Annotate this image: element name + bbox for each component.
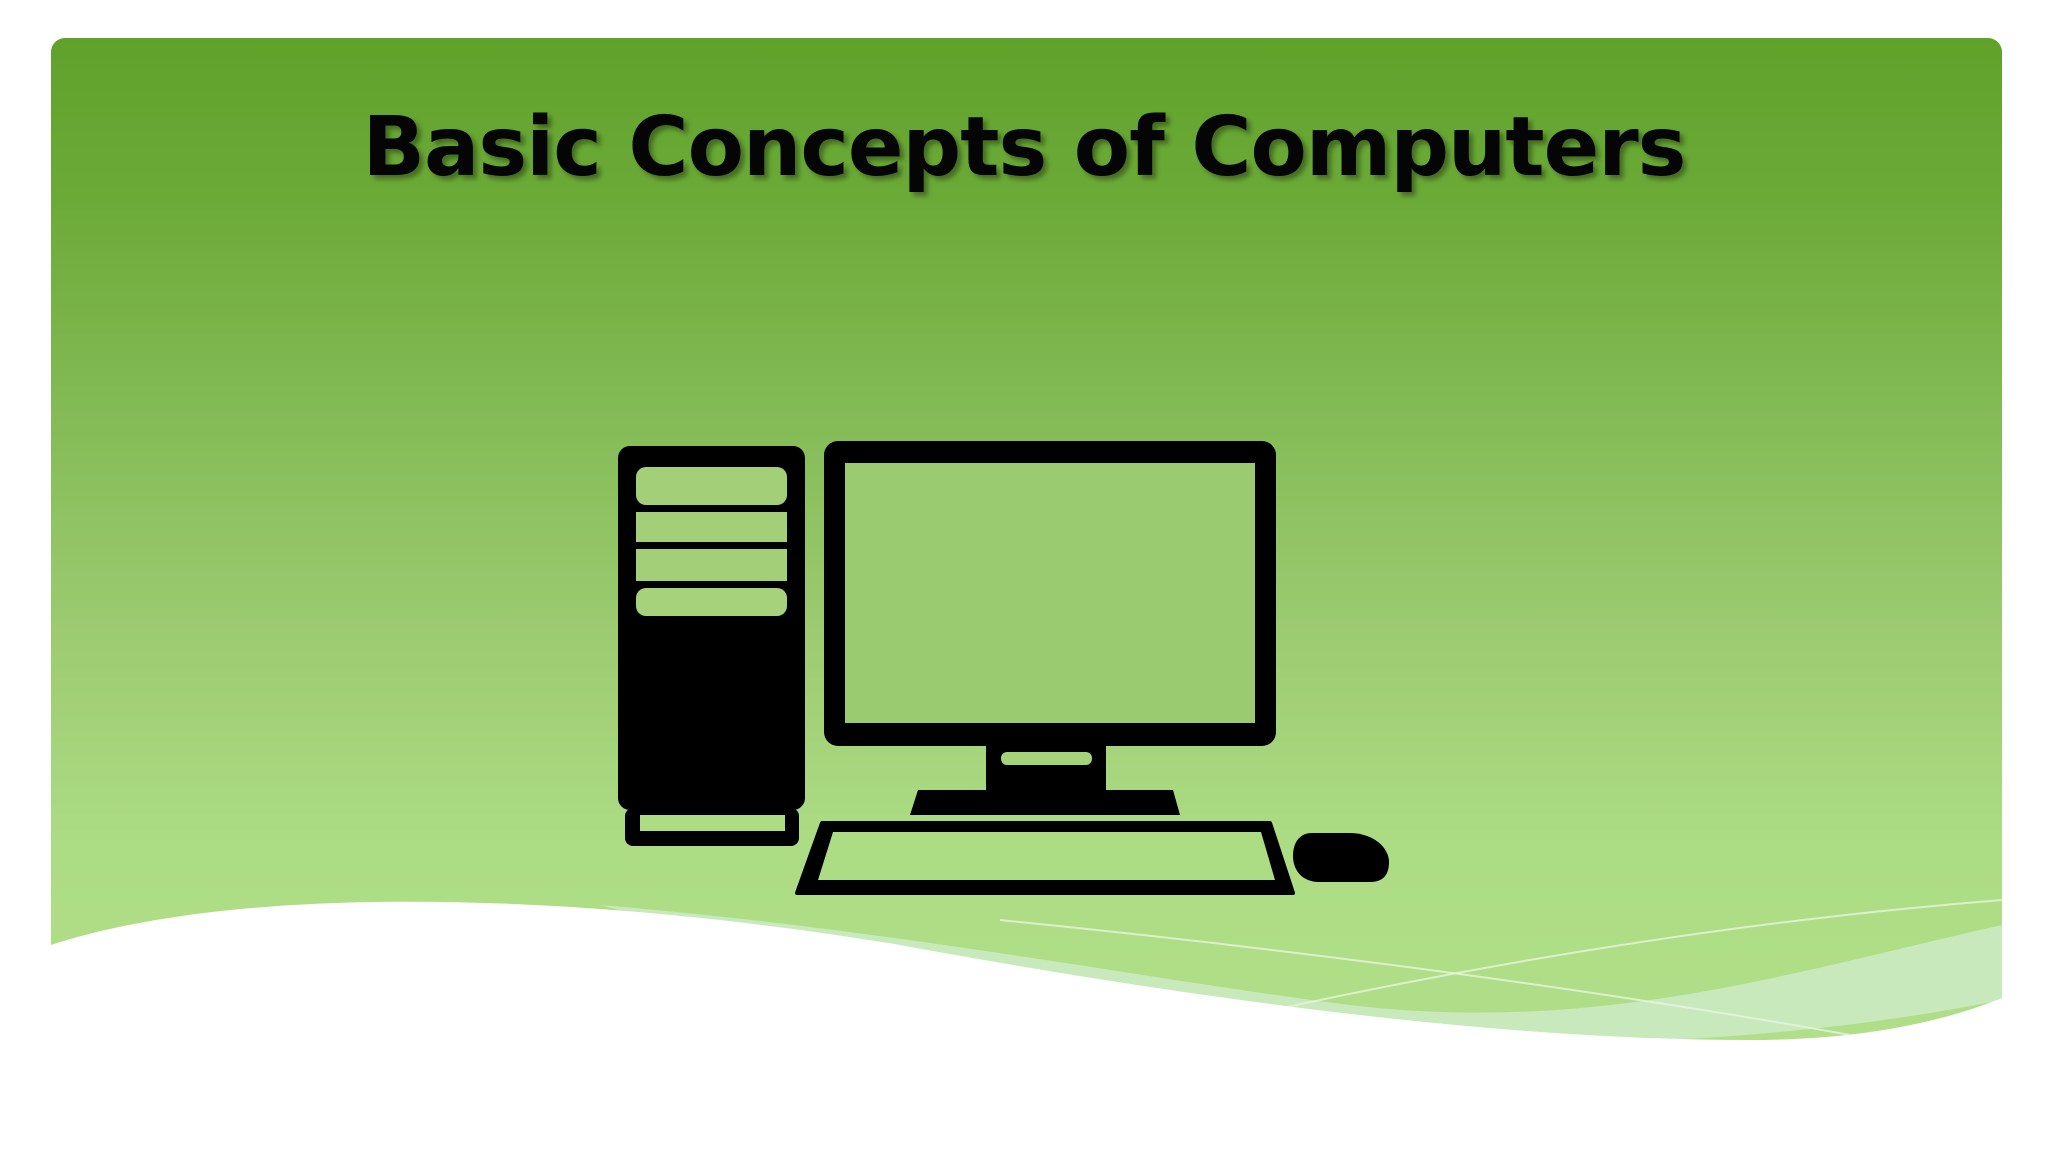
wave-white	[0, 901, 2002, 1152]
slide-title: Basic Concepts of Computers	[362, 100, 1687, 195]
wave-line-1	[1249, 899, 2003, 1016]
wave-light-band	[600, 905, 2002, 1044]
keyboard-icon	[795, 821, 1295, 895]
tower-case-icon	[618, 446, 805, 846]
monitor-icon	[824, 441, 1276, 815]
wave-line-2	[999, 919, 1851, 1036]
mouse-icon	[1293, 833, 1389, 882]
